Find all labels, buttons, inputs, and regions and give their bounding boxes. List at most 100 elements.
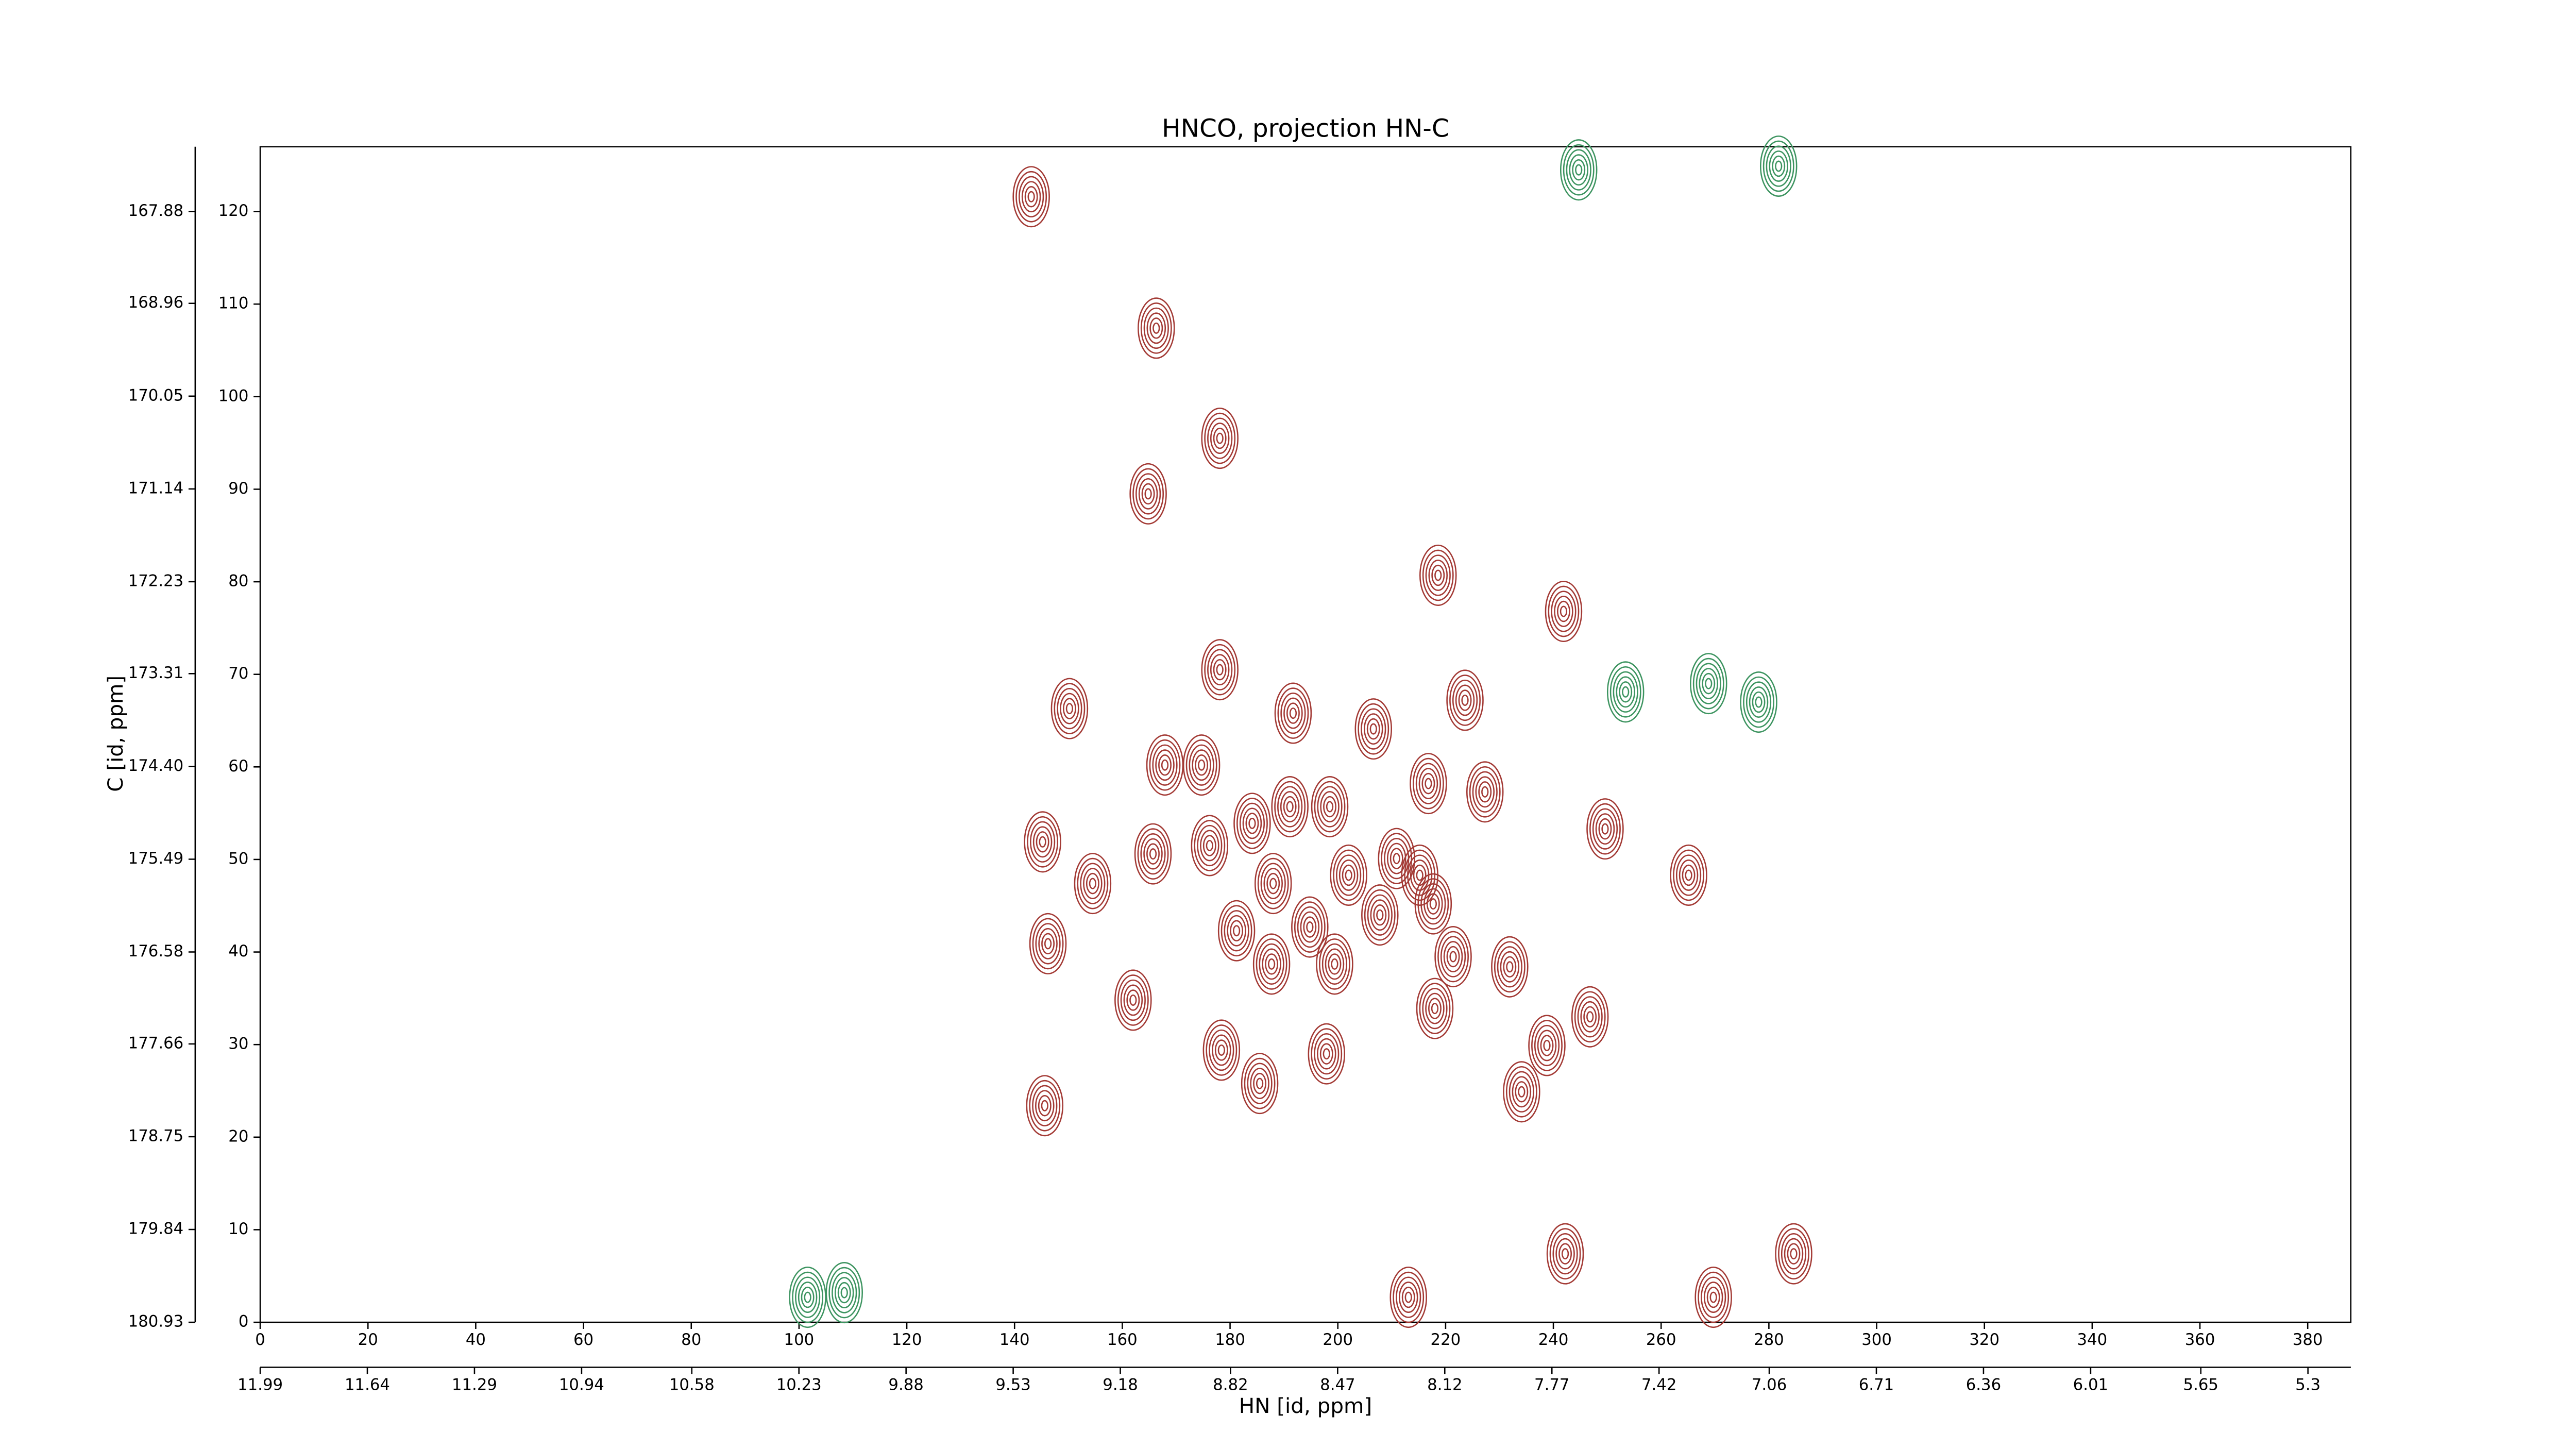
contour-ring (1123, 984, 1143, 1016)
x2-tick-label: 7.42 (1641, 1376, 1676, 1394)
contour-ring (1035, 1090, 1055, 1122)
contour-ring (1328, 953, 1342, 975)
y-tick-label: 100 (218, 386, 249, 405)
peak (1571, 986, 1609, 1048)
contour-ring (1381, 833, 1413, 884)
y-tick-label: 50 (228, 849, 248, 868)
contour-ring (1286, 801, 1294, 813)
contour-ring (1054, 683, 1086, 734)
contour-ring (1134, 823, 1172, 885)
contour-ring (1132, 468, 1164, 520)
contour-ring (1253, 1072, 1267, 1094)
contour-ring (1703, 1282, 1723, 1313)
peak (1024, 811, 1061, 873)
contour-ring (1701, 1276, 1726, 1318)
peak (1274, 682, 1312, 744)
contour-ring (1141, 483, 1155, 505)
peak (1201, 408, 1239, 469)
contour-ring (1140, 833, 1166, 875)
contour-ring (1117, 974, 1149, 1026)
contour-ring (1236, 798, 1268, 849)
contour-ring (1556, 600, 1570, 622)
peak (1416, 978, 1454, 1039)
contour-ring (1423, 888, 1443, 920)
peak (1241, 1053, 1279, 1115)
contour-ring (1509, 1071, 1534, 1113)
peak (1146, 734, 1184, 796)
contour-ring (1331, 958, 1338, 970)
contour-ring (1458, 689, 1472, 711)
y-tick-label: 110 (218, 294, 249, 313)
contour-ring (1673, 849, 1704, 901)
x2-tick-label: 8.12 (1427, 1376, 1462, 1394)
contour-ring (1311, 776, 1349, 838)
contour-ring (1769, 150, 1788, 182)
contour-ring (1248, 817, 1256, 829)
contour-ring (1041, 933, 1055, 955)
peak (1606, 661, 1645, 723)
contour-ring (1515, 1081, 1529, 1103)
x2-tick-label: 11.99 (238, 1376, 283, 1394)
contour-ring (1558, 1243, 1572, 1265)
peak (1466, 761, 1504, 823)
contour-ring (1775, 1223, 1812, 1285)
contour-ring (1619, 681, 1633, 703)
contour-ring (1198, 759, 1206, 771)
contour-ring (1297, 906, 1323, 948)
x-tick-label: 300 (1861, 1330, 1892, 1349)
contour-ring (1472, 771, 1498, 813)
contour-ring (1577, 996, 1603, 1038)
contour-ring (1762, 140, 1794, 192)
peak (1308, 1023, 1346, 1085)
contour-ring (1026, 1075, 1064, 1137)
y-tick-label: 20 (228, 1127, 248, 1145)
contour-ring (1032, 1085, 1058, 1126)
contour-ring (1319, 1043, 1333, 1065)
x2-tick-label: 9.88 (888, 1376, 923, 1394)
contour-ring (1540, 1035, 1554, 1056)
x2-tick-label: 11.29 (452, 1376, 497, 1394)
contour-ring (1428, 998, 1442, 1019)
x2-tick-label: 6.36 (1966, 1376, 2001, 1394)
contour-ring (1537, 1030, 1557, 1062)
contour-ring (1224, 910, 1249, 952)
contour-ring (1690, 653, 1727, 715)
contour-ring (1191, 815, 1229, 877)
contour-ring (1745, 681, 1772, 723)
contour-ring (1437, 931, 1469, 983)
y-tick-label: 60 (228, 757, 248, 776)
contour-ring (1294, 901, 1326, 953)
y-tick-label: 120 (218, 201, 249, 220)
peak (1311, 776, 1349, 838)
x2-tick-label: 7.77 (1534, 1376, 1569, 1394)
contour-ring (1425, 992, 1445, 1024)
y-tick-label: 40 (228, 942, 248, 961)
contour-ring (1209, 1029, 1234, 1071)
x2-tick-label: 8.47 (1320, 1376, 1355, 1394)
peak (1217, 900, 1256, 962)
peak (1759, 135, 1798, 197)
contour-ring (1373, 904, 1387, 926)
contour-ring (1221, 905, 1252, 957)
contour-ring (1364, 889, 1396, 941)
y2-tick-label: 179.84 (128, 1220, 184, 1238)
contour-ring (1286, 702, 1300, 724)
peak (1316, 933, 1353, 995)
contour-ring (1419, 544, 1457, 606)
peak (825, 1262, 863, 1324)
contour-ring (1303, 916, 1317, 938)
contour-ring (1367, 894, 1393, 936)
contour-ring (1589, 803, 1621, 855)
contour-ring (1434, 925, 1472, 988)
contour-ring (1755, 696, 1762, 708)
y-tick-label: 90 (228, 479, 248, 498)
peak (1361, 884, 1399, 946)
contour-ring (1531, 1020, 1563, 1071)
contour-ring (1425, 778, 1432, 789)
contour-ring (1030, 821, 1056, 863)
contour-ring (1323, 796, 1336, 818)
contour-ring (1416, 869, 1423, 881)
contour-ring (1239, 802, 1265, 844)
y2-tick-label: 180.93 (128, 1312, 184, 1331)
